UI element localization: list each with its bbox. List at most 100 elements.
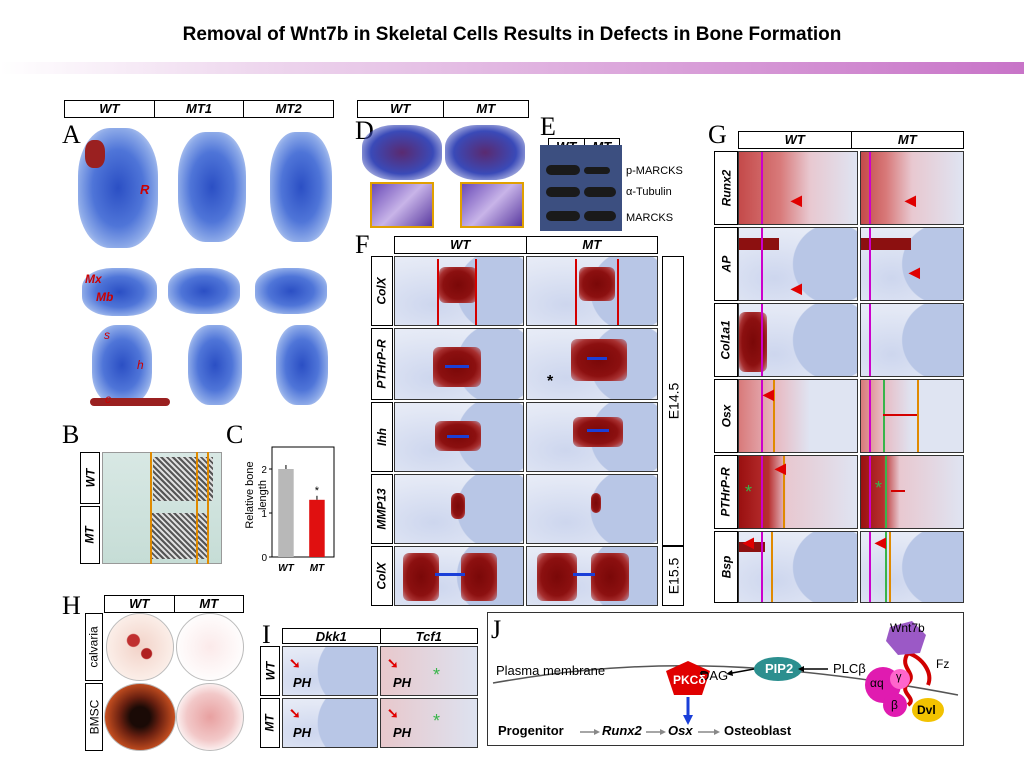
panel-g-header-mt: MT: [897, 132, 917, 147]
panel-g-wt-osx: ◀: [738, 379, 858, 453]
panel-c-letter: C: [226, 420, 244, 449]
panel-g-wt-runx2: ◀: [738, 151, 858, 225]
significance-star: *: [315, 485, 320, 497]
panel-f-mt-mmp13: [526, 474, 658, 544]
runx2-label: Runx2: [602, 723, 642, 738]
dag-label: DAG: [700, 668, 729, 683]
label-s: s: [104, 328, 110, 342]
blot-band: [546, 187, 580, 197]
slide-title: Removal of Wnt7b in Skeletal Cells Resul…: [182, 24, 842, 45]
panel-h-letter: H: [62, 591, 81, 620]
x-tick-label: WT: [278, 563, 294, 574]
dvl-label: Dvl: [917, 703, 936, 717]
label-r: R: [140, 182, 150, 197]
osteoblast-label: Osteoblast: [724, 723, 792, 738]
panel-f-wt-mmp13: [394, 474, 524, 544]
blot-band: [546, 211, 580, 221]
panel-h-header: WT MT: [104, 595, 244, 613]
panel-b-row-mt: MT: [80, 506, 100, 564]
blot-band: [584, 211, 616, 221]
panel-g-mt-pthrpr: *: [860, 455, 964, 529]
mt1-limb: [188, 325, 242, 405]
panel-b-line-2: [196, 452, 198, 564]
pip2-shape: [754, 657, 802, 681]
panel-b-line-3: [207, 452, 209, 564]
panel-d-wt-inset: [370, 182, 434, 228]
panel-f-row-ihh: Ihh: [371, 402, 393, 472]
panel-f-mt-colx-e155: [526, 546, 658, 606]
panel-g-wt-col1a1: [738, 303, 858, 377]
panel-d-header-mt: MT: [476, 101, 496, 116]
panel-d-header: WT MT: [357, 100, 529, 118]
label-mx: Mx: [85, 272, 102, 286]
ph-label: PH: [293, 725, 312, 740]
progenitor-label: Progenitor: [498, 723, 564, 738]
bar-mt: [309, 499, 325, 557]
y-tick-label: 0.1: [262, 509, 267, 520]
panel-f-wt-pthrpr: [394, 328, 524, 400]
panel-j-drawing: [492, 621, 959, 735]
label-c: c: [105, 392, 111, 406]
panel-f-row-pthrpr: PTHrP-R: [371, 328, 393, 400]
label-mb: Mb: [96, 290, 114, 304]
panel-f-mt-pthrpr: *: [526, 328, 658, 400]
panel-f-wt-colx: [394, 256, 524, 326]
blot-label-marcks: MARCKS: [626, 212, 674, 224]
panel-b-row-wt: WT: [80, 452, 100, 504]
panel-a-header: WT MT1 MT2: [64, 100, 334, 118]
panel-i-header-dkk1: Dkk1: [283, 629, 381, 644]
stage-e145: E14.5: [662, 256, 684, 546]
panel-g-header: WT MT: [738, 131, 964, 149]
mt-calvaria-dish: [176, 613, 244, 681]
panel-b-line-1: [150, 452, 152, 564]
header-banner: [0, 62, 1024, 74]
plasma-membrane-label: Plasma membrane: [496, 663, 606, 678]
ph-label: PH: [393, 675, 412, 690]
mt1-skull: [168, 268, 240, 314]
panel-d-wt-head: [362, 125, 442, 180]
arrow-pip2-dag: [731, 668, 755, 674]
pip2-label: PIP2: [765, 661, 794, 676]
panel-f-mt-colx: [526, 256, 658, 326]
chart-frame: [271, 446, 335, 558]
panel-g-wt-pthrpr: * ◀: [738, 455, 858, 529]
blot-band: [584, 187, 616, 197]
panel-f-row-mmp13: MMP13: [371, 474, 393, 544]
label-h: h: [137, 358, 144, 372]
panel-i-wt-dkk1: ➘ PH: [282, 646, 378, 696]
g-beta-shape: [883, 693, 907, 717]
wt-bmsc-dish: [104, 683, 176, 751]
panel-g-row-bsp: Bsp: [714, 531, 738, 603]
pkc-label: PKCδ: [673, 673, 706, 687]
panel-b-letter: B: [62, 420, 80, 449]
panel-g-letter: G: [708, 120, 727, 149]
panel-i-header-tcf1: Tcf1: [415, 629, 442, 644]
bar-wt: [278, 469, 294, 557]
panel-f-wt-ihh: [394, 402, 524, 472]
g-beta-label: β: [891, 698, 898, 712]
panel-g-mt-osx: [860, 379, 964, 453]
panel-i-row-wt: WT: [260, 646, 280, 696]
panel-i-wt-tcf1: ➘ PH *: [380, 646, 478, 696]
panel-f-letter: F: [355, 230, 370, 259]
stage-e155: E15.5: [662, 546, 684, 606]
panel-g-row-pthrpr: PTHrP-R: [714, 455, 738, 529]
blot-label-pmarcks: p-MARCKS: [626, 165, 683, 177]
blot-band: [584, 167, 610, 174]
mt2-limb: [276, 325, 328, 405]
panel-g-mt-col1a1: [860, 303, 964, 377]
panel-g-row-osx: Osx: [714, 379, 738, 453]
panel-j-diagram: J Plasma membrane Wnt7b Fz Dvl αq γ β PL…: [487, 612, 964, 746]
panel-g-wt-bsp: ◀: [738, 531, 858, 603]
panel-g-mt-ap: ◀: [860, 227, 964, 301]
panel-i-row-mt: MT: [260, 698, 280, 748]
panel-a-header-wt: WT: [65, 101, 155, 117]
mt1-skeleton: [178, 132, 246, 242]
panel-f-header: WT MT: [394, 236, 658, 254]
panel-f-wt-colx-e155: [394, 546, 524, 606]
dvl-shape: [912, 698, 944, 722]
panel-d-header-wt: WT: [358, 101, 444, 117]
y-tick-label: 0: [262, 553, 267, 564]
pkc-shape: [666, 661, 710, 695]
panel-a-letter: A: [62, 120, 81, 149]
